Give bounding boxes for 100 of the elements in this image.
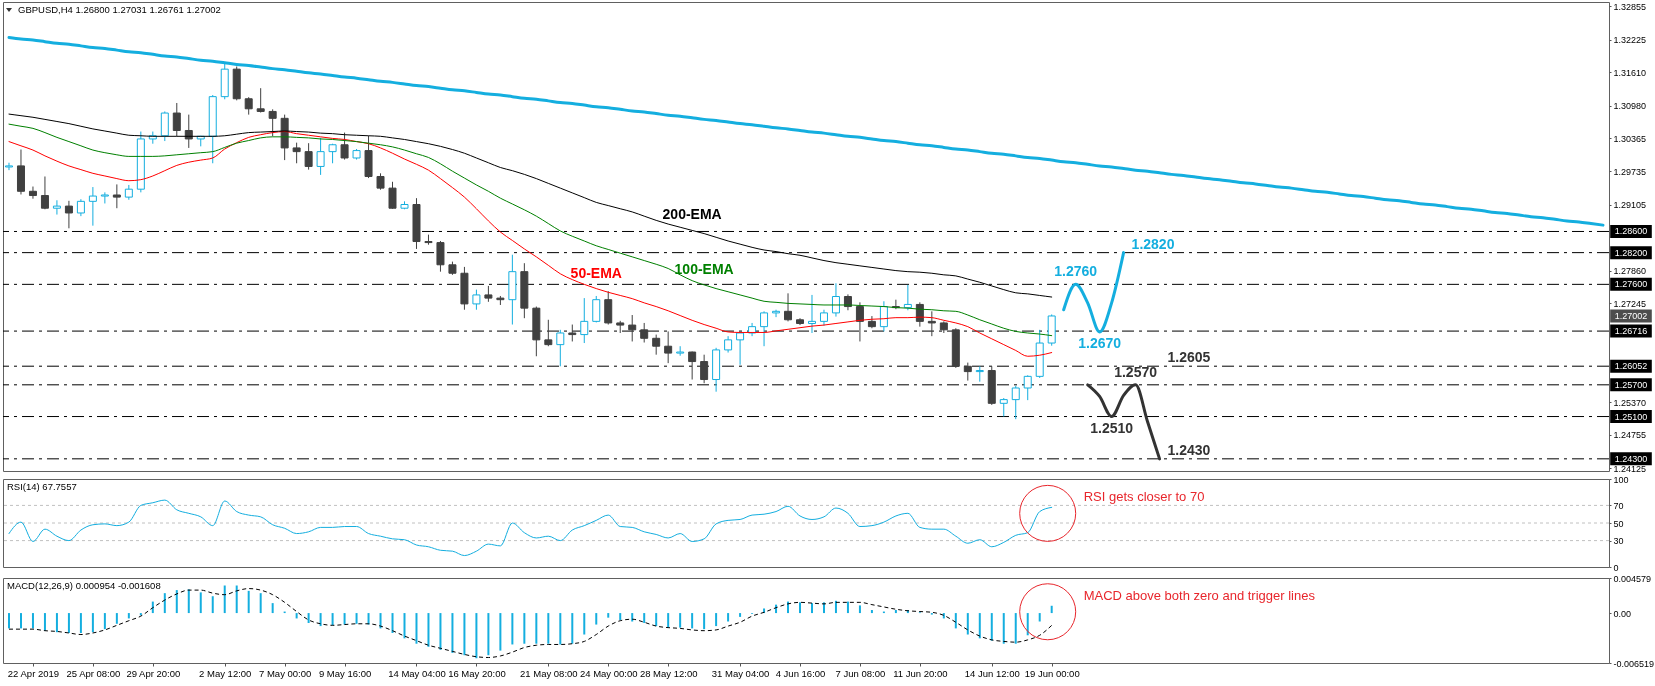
bar <box>451 613 454 653</box>
bar <box>834 600 837 614</box>
x-tick-label: 9 May 16:00 <box>318 667 372 679</box>
y-tick-label: 50 <box>1613 518 1624 529</box>
bar <box>55 613 58 633</box>
bar <box>643 613 646 624</box>
bar <box>235 585 238 614</box>
x-tick-label: 11 Jun 20:00 <box>893 667 948 679</box>
y-tick-label: 30 <box>1613 536 1624 547</box>
x-tick-label: 31 May 04:00 <box>711 667 770 679</box>
bar <box>595 613 598 625</box>
bar <box>175 590 178 614</box>
bar <box>79 613 82 633</box>
bar <box>619 613 622 620</box>
y-tick-label: 0.00 <box>1613 608 1632 619</box>
bar <box>691 613 694 629</box>
bar <box>607 613 610 618</box>
y-tick-label: 0 <box>1613 562 1619 573</box>
annotation: RSI gets closer to 70 <box>1083 489 1205 505</box>
bar <box>1038 613 1041 622</box>
bar <box>810 603 813 614</box>
y-tick-label: 70 <box>1613 500 1624 511</box>
bar <box>115 613 118 624</box>
bar <box>679 613 682 628</box>
x-tick-label: 7 May 00:00 <box>259 667 312 679</box>
line-series <box>8 499 1053 557</box>
bar <box>187 589 190 614</box>
bar <box>391 613 394 633</box>
bar <box>427 613 430 647</box>
bar <box>271 603 274 614</box>
bar <box>31 613 34 629</box>
bar <box>1002 613 1005 644</box>
bar <box>523 613 526 644</box>
x-tick-label: 2 May 12:00 <box>199 667 252 679</box>
bar <box>211 596 214 614</box>
bar <box>954 613 957 629</box>
bar <box>439 613 442 650</box>
annotation: MACD above both zero and trigger lines <box>1083 587 1316 603</box>
x-tick-label: 29 Apr 20:00 <box>126 667 181 679</box>
x-tick-label: 14 May 04:00 <box>388 667 446 679</box>
x-tick-label: 4 Jun 16:00 <box>775 667 826 679</box>
bar <box>583 613 586 635</box>
bar <box>966 613 969 635</box>
bar <box>499 613 502 651</box>
bar <box>715 613 718 627</box>
bar <box>343 613 346 625</box>
bar <box>307 613 310 624</box>
bar <box>367 613 370 625</box>
bar <box>727 613 730 622</box>
bar <box>163 593 166 614</box>
bar <box>894 610 897 614</box>
bar <box>355 613 358 624</box>
bar <box>739 613 742 617</box>
bar <box>295 613 298 619</box>
bar <box>858 605 861 614</box>
bar <box>846 601 849 614</box>
bar <box>990 613 993 641</box>
y-tick-label: 0.004579 <box>1613 573 1652 584</box>
bar <box>103 613 106 630</box>
bar <box>1026 613 1029 636</box>
y-tick-label: -0.006519 <box>1613 658 1655 669</box>
bar <box>247 590 250 614</box>
x-tick-label: 21 May 08:00 <box>520 667 578 679</box>
bar <box>259 593 262 614</box>
bar <box>19 613 22 629</box>
x-tick-label: 16 May 20:00 <box>448 667 506 679</box>
bar <box>1014 613 1017 644</box>
x-tick-label: 28 May 12:00 <box>639 667 698 679</box>
bar <box>475 613 478 659</box>
bar <box>1050 605 1053 614</box>
bar <box>199 592 202 614</box>
bar <box>127 613 130 619</box>
bar <box>43 613 46 631</box>
x-tick-label: 22 Apr 2019 <box>7 667 60 679</box>
bar <box>535 613 538 644</box>
x-tick-label: 14 Jun 12:00 <box>964 667 1020 679</box>
bar <box>415 613 418 644</box>
chart-title: MACD(12,26,9) 0.000954 -0.001608 <box>7 580 161 591</box>
bar <box>223 585 226 614</box>
bar <box>559 613 562 645</box>
y-tick-label: 100 <box>1613 474 1629 485</box>
chart-title: RSI(14) 67.7557 <box>7 481 77 492</box>
bar <box>319 613 322 627</box>
bar <box>799 602 802 614</box>
bar <box>67 613 70 633</box>
bar <box>870 610 873 614</box>
bar <box>7 613 10 629</box>
bar <box>978 613 981 639</box>
bar <box>463 613 466 656</box>
x-tick-label: 25 Apr 08:00 <box>66 667 121 679</box>
bar <box>547 613 550 644</box>
bar <box>667 613 670 628</box>
x-tick-label: 7 Jun 08:00 <box>835 667 886 679</box>
bar <box>703 613 706 630</box>
bar <box>331 613 334 626</box>
bar <box>487 613 490 656</box>
x-tick-label: 24 May 00:00 <box>579 667 638 679</box>
bar <box>655 613 658 627</box>
bar <box>91 613 94 633</box>
bar <box>571 613 574 644</box>
